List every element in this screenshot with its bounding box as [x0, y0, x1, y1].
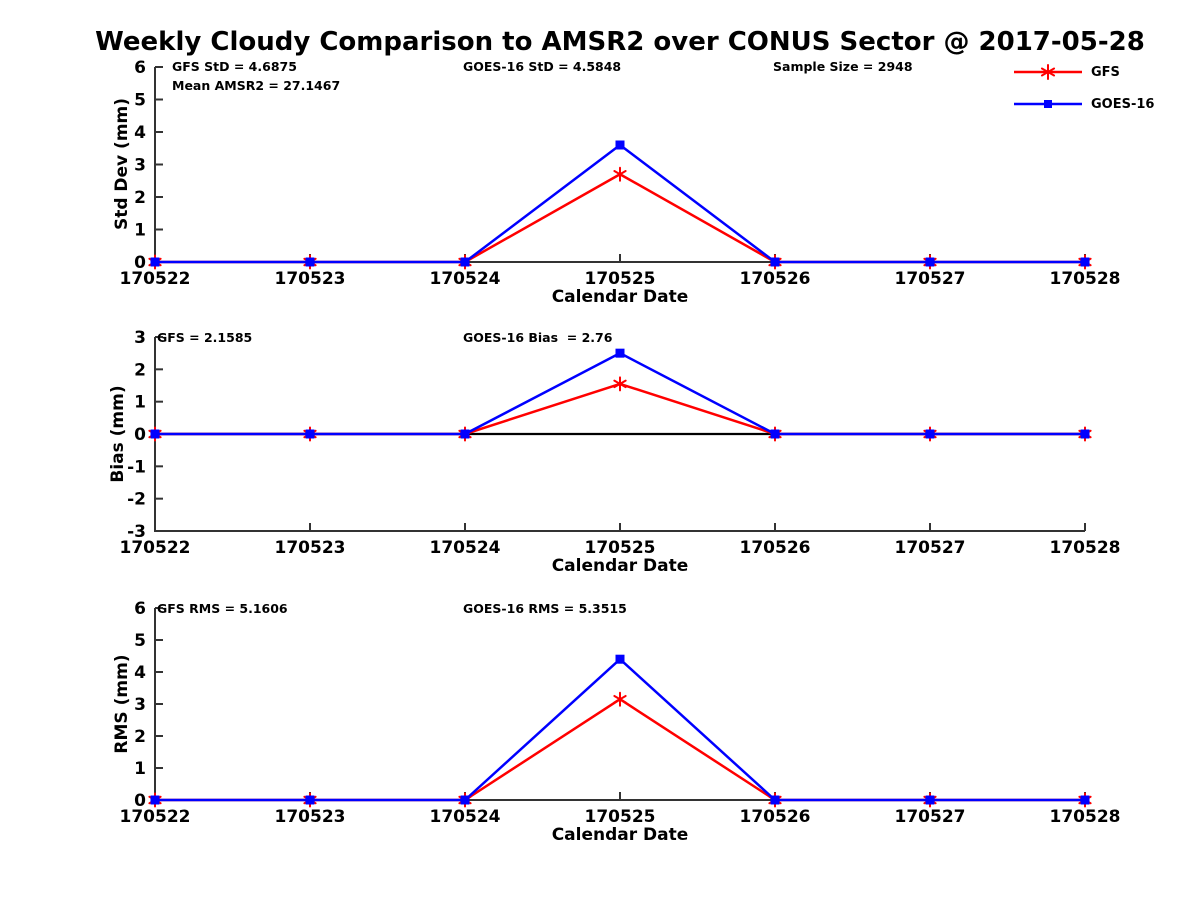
subplot-2-series-GOES-16 [150, 654, 1090, 805]
subplot-0-ytick: 2 [134, 188, 146, 208]
subplot-2-ytick: 1 [134, 759, 146, 779]
subplot-1-ytick: -1 [127, 457, 146, 477]
legend-label-goes16: GOES-16 [1091, 96, 1155, 112]
subplot-0-ytick: 4 [134, 123, 146, 143]
subplot-2-xtick: 170522 [120, 807, 191, 827]
subplot-1-xtick: 170525 [585, 538, 656, 558]
y-axis-label-stddev: Std Dev (mm) [112, 97, 132, 231]
subplot-1-xtick: 170526 [740, 538, 811, 558]
subplot-1-series-GFS [148, 376, 1092, 442]
subplot-2: 0 1 2 3 4 5 6 170522 170523 170524 170525 170526 170… [120, 599, 1121, 827]
legend-label-gfs: GFS [1091, 64, 1120, 80]
x-axis-label-2: Calendar Date [551, 556, 689, 576]
stat-gfs-bias: GFS = 2.1585 [157, 330, 253, 345]
gfs-line-marker-icon [1014, 64, 1082, 80]
subplot-2-xtick: 170528 [1050, 807, 1121, 827]
stat-goes16-rms: GOES-16 RMS = 5.3515 [463, 601, 627, 616]
subplot-2-series-GFS [148, 691, 1092, 808]
subplot-2-xtick: 170524 [430, 807, 501, 827]
subplot-0-ytick: 0 [134, 253, 146, 273]
goes16-line-marker-icon [1014, 100, 1082, 108]
y-axis-label-rms: RMS (mm) [112, 654, 132, 754]
subplot-0-series-GOES-16 [150, 140, 1090, 267]
stat-sample-size: Sample Size = 2948 [773, 59, 913, 74]
stat-goes16-bias: GOES-16 Bias = 2.76 [463, 330, 613, 345]
subplot-2-ytick: 0 [134, 791, 146, 811]
subplot-0-xtick: 170522 [120, 269, 191, 289]
subplot-1-xtick: 170522 [120, 538, 191, 558]
subplot-2-ytick: 6 [134, 599, 146, 619]
subplot-0-xtick: 170525 [585, 269, 656, 289]
stat-goes16-std: GOES-16 StD = 4.5848 [463, 59, 622, 74]
subplot-1-xtick: 170528 [1050, 538, 1121, 558]
subplot-1-ytick: 0 [134, 425, 146, 445]
x-axis-label-3: Calendar Date [551, 825, 689, 845]
subplot-1-xtick: 170524 [430, 538, 501, 558]
legend-item-gfs: GFS [1012, 62, 1154, 82]
stat-gfs-std: GFS StD = 4.6875 [172, 59, 297, 74]
subplot-1: -3 -2 -1 0 1 2 3 170522 170523 170524 170525 170526… [120, 328, 1121, 558]
subplot-0-ytick: 1 [134, 221, 146, 241]
subplot-2-ytick: 3 [134, 695, 146, 715]
stat-mean-amsr2: Mean AMSR2 = 27.1467 [172, 78, 341, 93]
subplot-1-ytick: 3 [134, 328, 146, 348]
stat-gfs-rms: GFS RMS = 5.1606 [157, 601, 288, 616]
subplot-2-axes: 0 1 2 3 4 5 6 170522 170523 170524 170525 170526 170… [120, 599, 1121, 827]
subplot-2-ytick: 2 [134, 727, 146, 747]
subplot-1-xtick: 170523 [275, 538, 346, 558]
subplot-2-xtick: 170527 [895, 807, 966, 827]
subplot-1-xtick: 170527 [895, 538, 966, 558]
subplot-0-xtick: 170528 [1050, 269, 1121, 289]
legend: GFS GOES-16 [1012, 62, 1154, 126]
subplot-0-xtick: 170526 [740, 269, 811, 289]
subplot-1-ytick: 1 [134, 393, 146, 413]
subplot-2-xtick: 170526 [740, 807, 811, 827]
subplot-0-ytick: 3 [134, 156, 146, 176]
subplot-1-ytick: 2 [134, 360, 146, 380]
subplot-2-ytick: 4 [134, 663, 146, 683]
subplot-0-ytick: 5 [134, 91, 146, 111]
subplot-0-xtick: 170527 [895, 269, 966, 289]
subplot-2-ytick: 5 [134, 631, 146, 651]
subplot-0-ytick: 6 [134, 58, 146, 78]
legend-item-goes16: GOES-16 [1012, 94, 1154, 114]
y-axis-label-bias: Bias (mm) [108, 385, 128, 483]
subplot-0: 0 1 2 3 4 5 6 170522 170523 170524 170525 170526 170… [120, 58, 1121, 289]
chart-title: Weekly Cloudy Comparison to AMSR2 over C… [95, 27, 1145, 57]
subplot-1-axes: -3 -2 -1 0 1 2 3 170522 170523 170524 170525 170526… [120, 328, 1121, 558]
subplot-0-series-GFS [148, 166, 1092, 270]
subplot-2-xtick: 170525 [585, 807, 656, 827]
x-axis-label-1: Calendar Date [551, 287, 689, 307]
subplot-1-ytick: -3 [127, 522, 146, 542]
subplot-0-xtick: 170524 [430, 269, 501, 289]
subplot-1-series-GOES-16 [150, 348, 1090, 439]
subplot-2-xtick: 170523 [275, 807, 346, 827]
subplot-0-xtick: 170523 [275, 269, 346, 289]
subplot-1-ytick: -2 [127, 490, 146, 510]
